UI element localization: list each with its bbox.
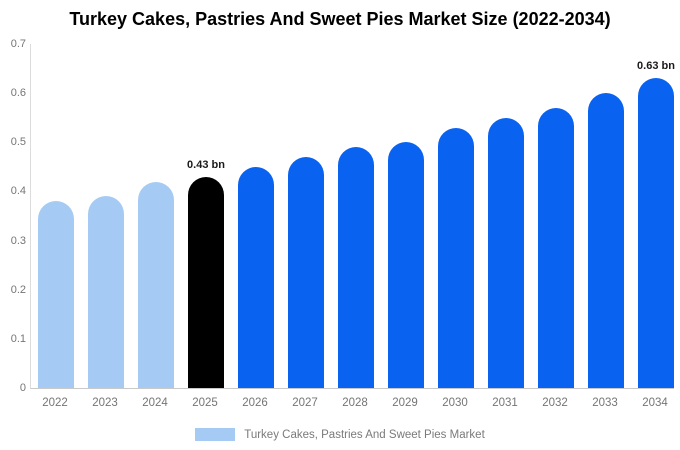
x-tick-label: 2023 [92,397,118,409]
chart-title: Turkey Cakes, Pastries And Sweet Pies Ma… [69,9,611,29]
bar-2029 [388,142,424,388]
y-tick-label: 0.1 [10,332,26,345]
bar-2024 [138,182,174,388]
y-tick-label: 0.7 [10,38,26,50]
y-tick-label: 0.6 [10,87,26,100]
bar-2022 [38,201,74,388]
x-tick-label: 2031 [492,397,518,409]
y-tick-label: 0 [19,382,26,394]
bar-2023 [88,196,124,388]
x-tick-label: 2033 [592,397,618,409]
bar-2031 [488,118,524,388]
legend-label: Turkey Cakes, Pastries And Sweet Pies Ma… [244,428,485,441]
y-tick-label: 0.2 [10,283,26,296]
bar-2026 [238,167,274,388]
x-tick-label: 2029 [392,397,418,409]
bar-2030 [438,128,474,388]
y-tick-label: 0.3 [10,234,26,247]
bar-2034 [638,78,674,388]
y-tick-label: 0.5 [10,136,26,149]
x-tick-label: 2026 [242,397,268,409]
x-tick-label: 2025 [192,397,218,409]
x-tick-label: 2028 [342,397,368,409]
bar-2025 [188,177,224,388]
bar-2032 [538,108,574,388]
x-tick-label: 2034 [642,397,668,409]
bar-2027 [288,157,324,388]
legend: Turkey Cakes, Pastries And Sweet Pies Ma… [0,428,680,441]
y-tick-label: 0.4 [10,185,26,198]
legend-swatch [195,428,236,441]
x-tick-label: 2022 [42,397,68,409]
bar-2033 [588,93,624,388]
bar-value-label: 0.63 bn [637,60,675,72]
bar-value-label: 0.43 bn [187,159,225,171]
x-axis: 2022 2023 2024 2025 2026 2027 2028 2029 2030 2031… [30,397,673,413]
plot-area: 0.43 bn 0.63 bn [30,44,675,389]
x-tick-label: 2027 [292,397,318,409]
y-axis: 0.7 0.6 0.5 0.4 0.3 0.2 0.1 0 [0,38,26,394]
x-tick-label: 2024 [142,397,168,409]
bar-2028 [338,147,374,388]
x-tick-label: 2032 [542,397,568,409]
x-tick-label: 2030 [442,397,468,409]
